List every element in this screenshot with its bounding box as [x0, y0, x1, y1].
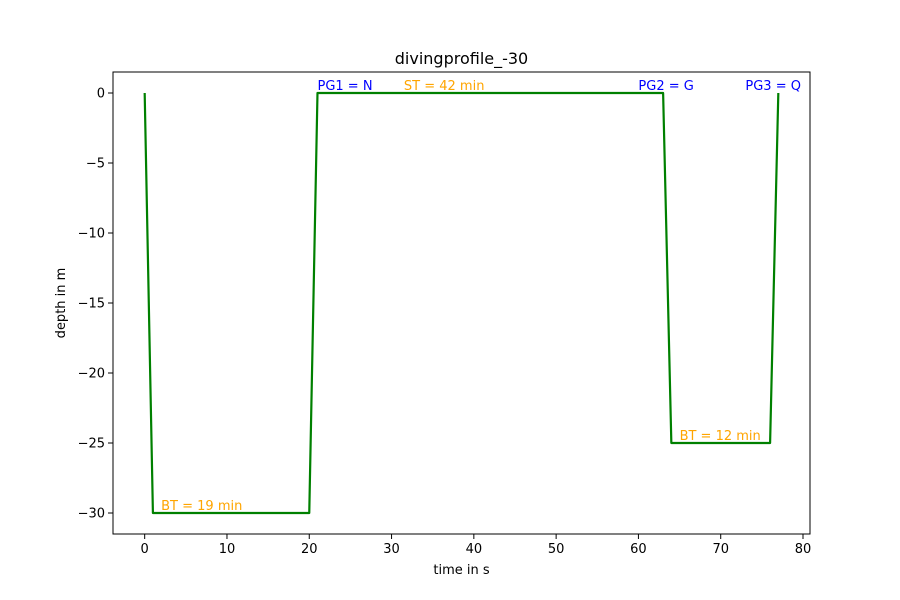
- annotation-label: PG2 = G: [638, 79, 693, 94]
- y-axis: 0 −5 −10 −15 −20 −25 −30: [78, 87, 113, 522]
- annotations: PG1 = N ST = 42 min PG2 = G PG3 = Q BT = 19 …: [161, 79, 801, 514]
- x-tick-label: 20: [301, 542, 318, 557]
- x-tick-label: 50: [548, 542, 565, 557]
- y-tick-label: −25: [78, 437, 105, 452]
- x-axis-label: time in s: [433, 563, 489, 578]
- y-tick-label: −15: [78, 297, 105, 312]
- axes-frame: [112, 71, 811, 535]
- y-tick-label: −5: [86, 157, 105, 172]
- annotation-label: PG3 = Q: [745, 79, 801, 94]
- y-tick-label: −10: [78, 227, 105, 242]
- x-axis: 0 10 20 30 40 50 60 70 80: [141, 534, 812, 557]
- annotation-label: ST = 42 min: [404, 79, 485, 94]
- annotation-label: BT = 19 min: [161, 499, 242, 514]
- x-tick-label: 80: [795, 542, 812, 557]
- annotation-label: BT = 12 min: [680, 429, 761, 444]
- dive-profile-line: [143, 91, 780, 515]
- y-axis-label: depth in m: [54, 268, 69, 339]
- x-tick-label: 60: [630, 542, 647, 557]
- plot-area: [143, 91, 780, 515]
- chart-title: divingprofile_-30: [395, 49, 528, 69]
- y-tick-label: −30: [78, 507, 105, 522]
- x-tick-label: 0: [141, 542, 149, 557]
- x-tick-label: 10: [219, 542, 236, 557]
- x-tick-label: 40: [466, 542, 483, 557]
- y-tick-label: 0: [97, 87, 105, 102]
- x-tick-label: 30: [383, 542, 400, 557]
- annotation-label: PG1 = N: [317, 79, 372, 94]
- y-tick-label: −20: [78, 367, 105, 382]
- x-tick-label: 70: [712, 542, 729, 557]
